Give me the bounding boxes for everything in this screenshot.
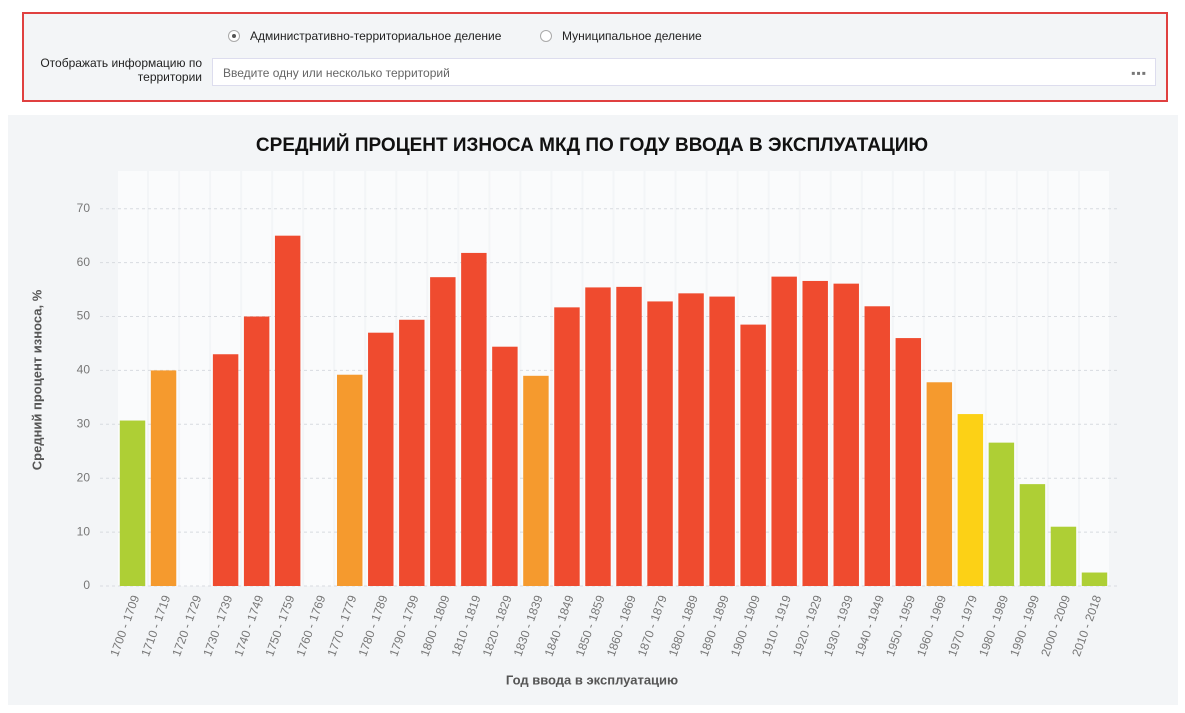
column-bg xyxy=(1079,171,1109,586)
bar xyxy=(771,276,797,586)
chart: СРЕДНИЙ ПРОЦЕНТ ИЗНОСА МКД ПО ГОДУ ВВОДА… xyxy=(8,115,1178,705)
x-axis-title: Год ввода в эксплуатацию xyxy=(506,672,678,687)
bar xyxy=(678,293,704,586)
label-line: Отображать информацию по xyxy=(40,56,202,70)
y-tick-label: 40 xyxy=(77,363,91,377)
radio-label[interactable]: Административно-территориальное деление xyxy=(250,29,502,43)
bar xyxy=(740,324,766,586)
bar xyxy=(554,307,580,586)
y-tick-label: 50 xyxy=(77,309,91,323)
bar xyxy=(957,414,984,586)
bar xyxy=(212,354,239,586)
bar xyxy=(647,301,673,586)
column-bg xyxy=(1048,171,1078,586)
bar xyxy=(926,382,953,586)
territory-label: Отображать информацию по территории xyxy=(30,56,202,84)
bar xyxy=(492,346,518,586)
column-bg xyxy=(180,171,210,586)
bar xyxy=(833,283,859,586)
bar xyxy=(430,277,456,586)
bar xyxy=(150,370,177,586)
radio-dot[interactable] xyxy=(540,30,552,42)
radio-dot[interactable] xyxy=(228,30,240,42)
y-tick-label: 0 xyxy=(83,578,90,592)
territory-input[interactable]: Введите одну или несколько территорий ▪▪▪ xyxy=(212,58,1156,86)
bar xyxy=(523,375,549,586)
bar xyxy=(988,442,1015,586)
y-tick-label: 60 xyxy=(77,255,91,269)
bar xyxy=(1019,484,1046,586)
radio-admin[interactable]: Административно-территориальное деление xyxy=(228,29,501,43)
bar xyxy=(119,420,146,586)
radio-municipal[interactable]: Муниципальное деление xyxy=(540,29,702,43)
y-tick-label: 20 xyxy=(77,470,91,484)
filter-panel: Административно-территориальное деление … xyxy=(22,12,1168,102)
bar xyxy=(864,306,890,586)
column-bg xyxy=(304,171,334,586)
bar xyxy=(616,286,642,586)
bar xyxy=(368,332,394,586)
bar xyxy=(1050,526,1077,586)
y-tick-label: 30 xyxy=(77,416,91,430)
chart-title: СРЕДНИЙ ПРОЦЕНТ ИЗНОСА МКД ПО ГОДУ ВВОДА… xyxy=(256,134,928,156)
label-line: территории xyxy=(137,70,202,84)
bar xyxy=(274,235,301,586)
menu-icon[interactable]: ▪▪▪ xyxy=(1131,66,1147,80)
placeholder: Введите одну или несколько территорий xyxy=(223,66,450,80)
bar xyxy=(585,287,611,586)
y-tick-label: 10 xyxy=(77,524,91,538)
bar xyxy=(895,338,922,586)
bar xyxy=(243,316,270,586)
bar xyxy=(709,296,735,586)
y-tick-label: 70 xyxy=(77,201,91,215)
bar xyxy=(337,374,363,586)
bar xyxy=(399,319,425,586)
y-axis-title: Средний процент износа, % xyxy=(29,289,44,470)
bar xyxy=(461,252,487,587)
bar xyxy=(1081,572,1108,586)
radio-label[interactable]: Муниципальное деление xyxy=(562,29,702,43)
bar xyxy=(802,280,828,586)
